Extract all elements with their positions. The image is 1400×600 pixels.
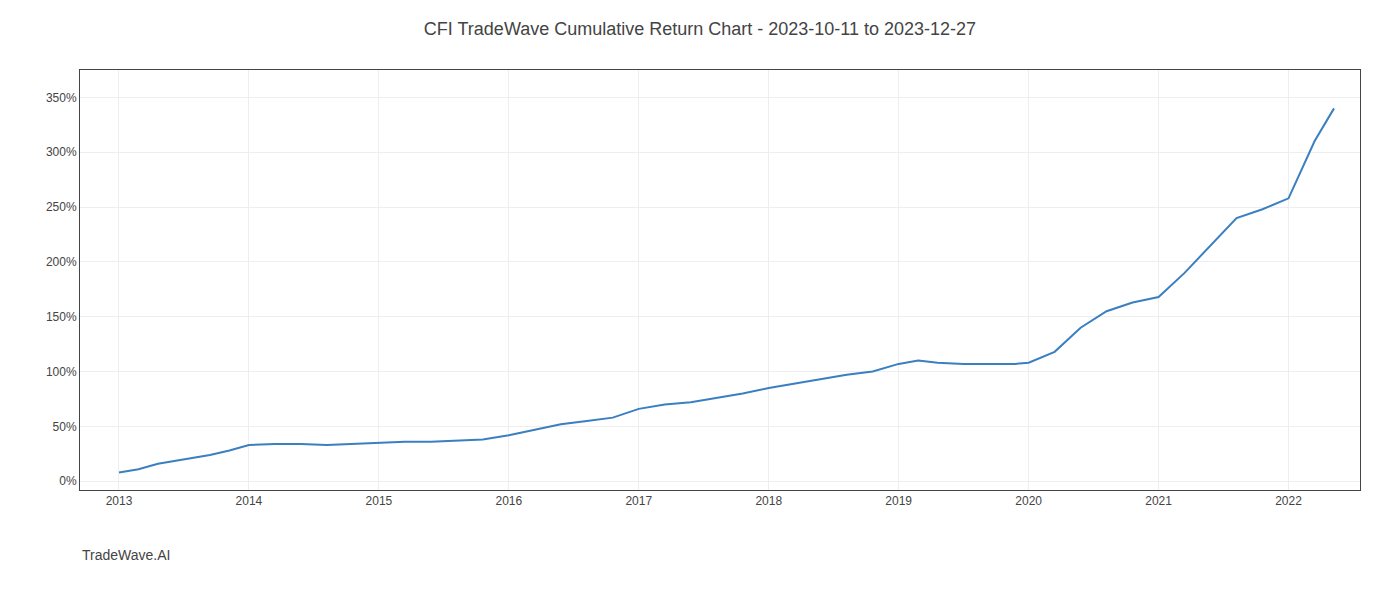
svg-text:50%: 50% <box>53 420 77 434</box>
svg-text:TradeWave.AI: TradeWave.AI <box>82 547 170 563</box>
svg-text:250%: 250% <box>46 200 77 214</box>
svg-text:2015: 2015 <box>366 494 393 508</box>
svg-text:200%: 200% <box>46 255 77 269</box>
svg-text:2016: 2016 <box>495 494 522 508</box>
svg-text:2014: 2014 <box>236 494 263 508</box>
svg-text:CFI TradeWave Cumulative Retur: CFI TradeWave Cumulative Return Chart - … <box>424 19 976 39</box>
svg-text:100%: 100% <box>46 365 77 379</box>
svg-text:2022: 2022 <box>1275 494 1302 508</box>
svg-text:2019: 2019 <box>885 494 912 508</box>
svg-text:0%: 0% <box>59 474 77 488</box>
svg-text:350%: 350% <box>46 91 77 105</box>
svg-text:2013: 2013 <box>106 494 133 508</box>
svg-text:150%: 150% <box>46 310 77 324</box>
svg-text:2020: 2020 <box>1015 494 1042 508</box>
svg-text:300%: 300% <box>46 145 77 159</box>
svg-text:2018: 2018 <box>755 494 782 508</box>
svg-text:2017: 2017 <box>625 494 652 508</box>
svg-text:2021: 2021 <box>1145 494 1172 508</box>
